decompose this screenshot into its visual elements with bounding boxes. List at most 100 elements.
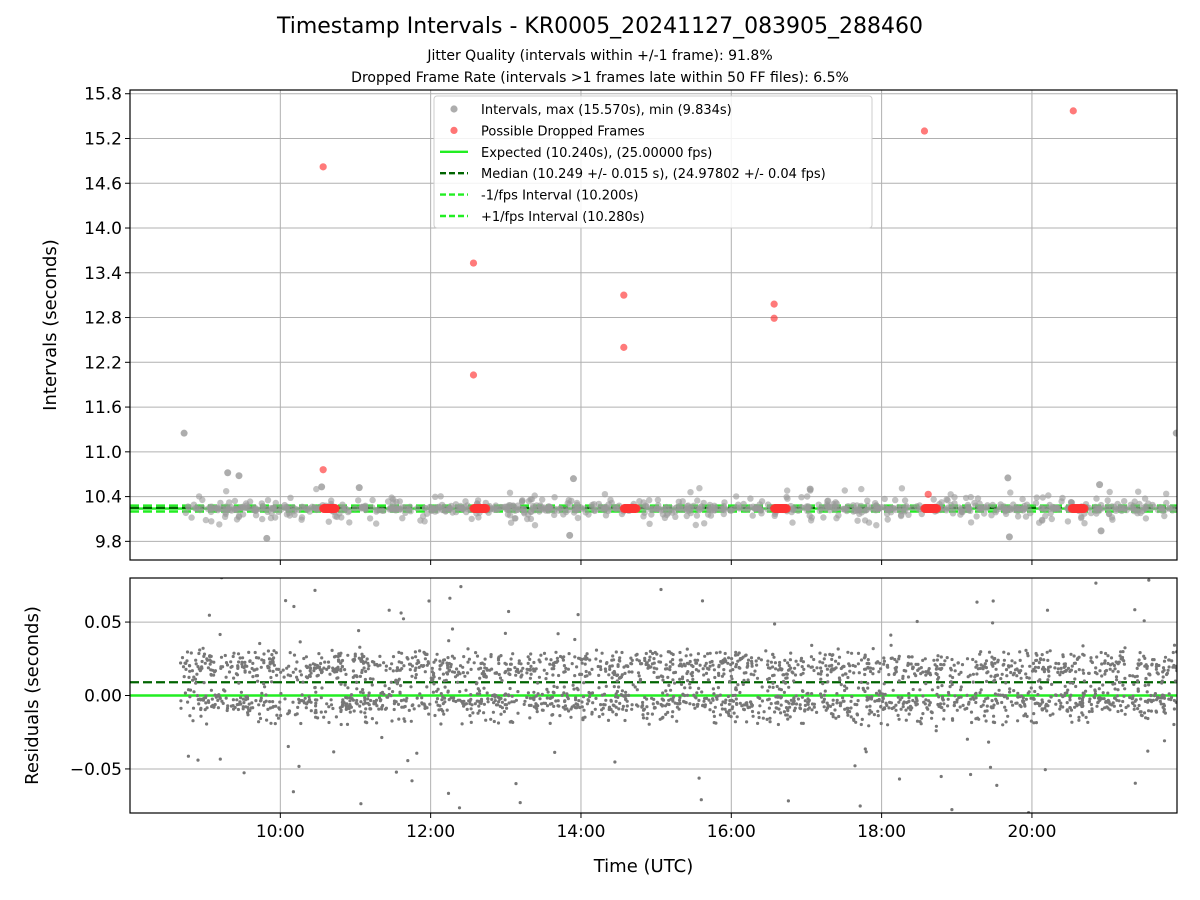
residual-point	[776, 722, 781, 727]
residual-point	[993, 692, 998, 696]
residual-point	[1020, 664, 1024, 668]
residual-point	[1128, 674, 1132, 678]
residual-point	[241, 656, 245, 660]
residual-point	[1000, 672, 1004, 676]
dropped-cluster-1-point	[481, 504, 491, 513]
residual-point	[348, 696, 352, 700]
residual-point	[366, 694, 371, 698]
residual-point	[853, 664, 857, 668]
residual-point	[343, 683, 347, 687]
residual-point	[594, 696, 598, 701]
residual-point	[1161, 666, 1166, 670]
top-y-axis-label: Intervals (seconds)	[40, 239, 61, 411]
residual-point	[834, 666, 838, 670]
residual-point	[966, 675, 970, 679]
residual-point	[978, 691, 982, 695]
residual-point	[590, 667, 594, 672]
residual-point	[575, 702, 580, 707]
bottom-panel-reference-lines	[130, 681, 1177, 697]
residual-point	[800, 695, 805, 699]
residual-point	[489, 655, 493, 659]
residual-point	[1048, 713, 1052, 717]
residual-point	[892, 705, 896, 710]
residual-point	[213, 670, 217, 674]
legend-label-3: Median (10.249 +/- 0.015 s), (24.97802 +…	[481, 167, 826, 182]
residual-point	[1147, 672, 1152, 676]
residual-point	[556, 704, 560, 708]
residual-point	[624, 690, 628, 694]
residual-point	[723, 651, 727, 656]
residual-point	[735, 715, 739, 719]
residual-point	[1112, 704, 1116, 708]
residual-point	[366, 701, 370, 705]
residual-point	[445, 708, 449, 712]
residual-point	[318, 667, 322, 672]
residual-point	[545, 696, 549, 700]
residual-point	[752, 673, 756, 677]
residual-point	[432, 675, 436, 679]
residual-point	[1081, 668, 1085, 672]
residual-point	[575, 706, 579, 710]
residual-point	[746, 661, 750, 666]
residual-point	[348, 699, 352, 703]
residual-point	[709, 701, 713, 705]
residual-point	[354, 674, 358, 678]
interval-point	[602, 503, 609, 511]
residual-point	[608, 667, 612, 672]
residual-point	[801, 671, 805, 675]
residual-point	[751, 714, 755, 718]
residual-point	[521, 666, 525, 670]
residual-point	[978, 666, 983, 671]
interval-point	[252, 512, 260, 519]
residual-point	[1056, 670, 1060, 675]
residual-point	[1095, 672, 1099, 676]
residual-point	[825, 667, 830, 671]
residual-point	[240, 662, 244, 666]
residual-point	[598, 665, 603, 669]
residual-point	[294, 667, 298, 671]
residual-point	[947, 693, 951, 697]
residual-point	[647, 722, 651, 726]
residual-point	[807, 699, 811, 704]
interval-point	[506, 489, 514, 496]
interval-point	[1020, 506, 1027, 513]
residual-point	[407, 662, 412, 666]
residual-point	[506, 693, 511, 697]
residual-point	[1077, 668, 1081, 672]
residual-point	[863, 655, 867, 659]
residual-point	[652, 657, 656, 661]
residual-point	[787, 701, 791, 705]
residual-point	[849, 699, 853, 704]
residual-point	[1002, 662, 1006, 666]
residual-point	[274, 651, 278, 655]
residual-point	[877, 670, 881, 674]
residual-point	[959, 688, 963, 692]
residual-point	[829, 712, 834, 716]
residual-point	[437, 708, 441, 712]
residual-point	[664, 663, 668, 667]
residual-point	[1045, 650, 1049, 654]
residual-point	[386, 695, 390, 699]
residual-point	[886, 723, 890, 727]
residual-point	[693, 658, 697, 662]
residual-point	[1012, 689, 1016, 693]
residual-point	[322, 666, 326, 670]
residual-point	[690, 670, 695, 675]
residual-point	[1025, 675, 1029, 680]
residual-point	[633, 685, 637, 689]
residual-point	[259, 665, 263, 669]
top-ytick-label-3: 11.6	[84, 398, 122, 418]
residual-point	[1101, 691, 1105, 695]
interval-point	[369, 504, 376, 511]
residual-point	[472, 661, 476, 665]
interval-point	[673, 504, 680, 512]
residual-point	[789, 698, 793, 702]
residual-point	[831, 702, 835, 707]
residual-point	[1038, 657, 1043, 661]
residual-point	[550, 702, 554, 706]
residual-point	[1036, 665, 1041, 670]
residual-point	[853, 702, 857, 707]
residual-point	[831, 698, 835, 702]
interval-point	[980, 510, 988, 517]
residual-point	[436, 687, 440, 691]
